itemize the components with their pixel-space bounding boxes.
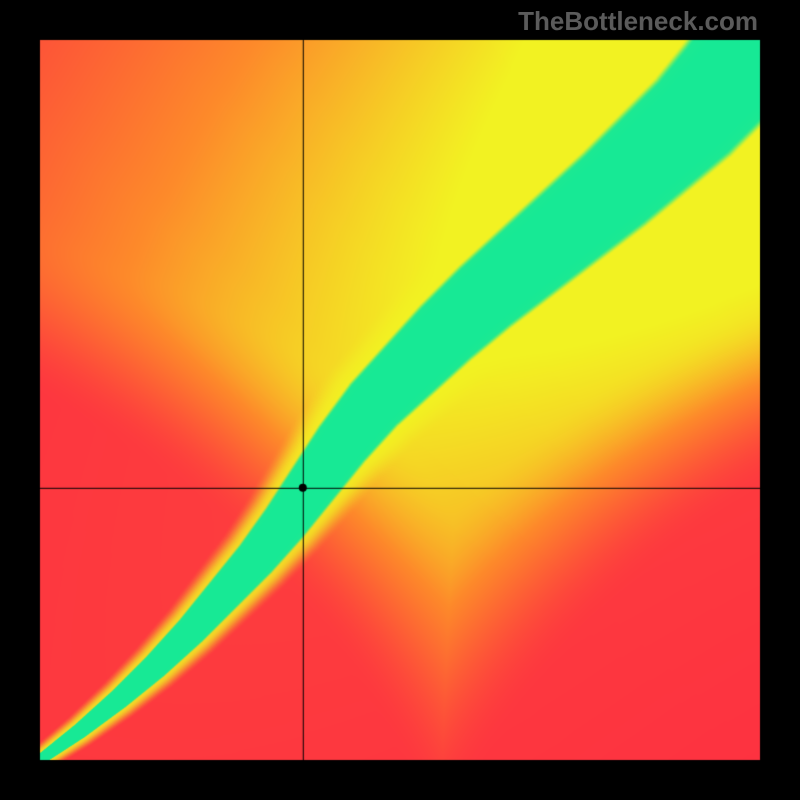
bottleneck-heatmap [0,0,800,800]
watermark-text: TheBottleneck.com [518,6,758,37]
chart-container: TheBottleneck.com [0,0,800,800]
